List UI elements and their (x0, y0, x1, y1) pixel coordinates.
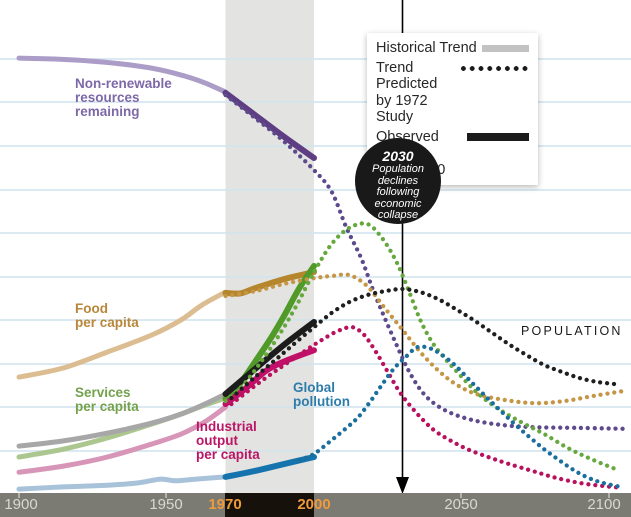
legend-label-predicted: Trend Predicted by 1972 Study (376, 59, 438, 126)
historical-trend-swatch (482, 45, 529, 52)
series-industrial-historical (16, 404, 228, 475)
series-resources-observed (222, 89, 317, 161)
axis-tick-2100 (608, 493, 610, 498)
series-pollution-historical (16, 474, 228, 492)
series-food-historical (16, 289, 228, 380)
series-food-observed (222, 269, 317, 297)
series-population-predicted (229, 286, 618, 401)
series-resources-historical (16, 55, 228, 95)
series-population-observed (222, 319, 317, 397)
axis-tick-2050 (460, 493, 462, 498)
series-industrial-predicted (229, 324, 623, 490)
arrowhead-down-icon (396, 477, 409, 494)
axis-tick-1900 (18, 493, 20, 498)
legend-item-historical: Historical Trend (376, 40, 529, 57)
annotation-text: Population declines following economic c… (372, 163, 424, 222)
legend-label-historical: Historical Trend (376, 40, 477, 56)
series-population-historical (16, 391, 228, 449)
annotation-year: 2030 (382, 148, 414, 164)
axis-label-2000: 2000 (297, 496, 331, 513)
x-axis-highlight-band (225, 493, 314, 517)
axis-label-1950: 1950 (149, 496, 183, 513)
x-axis-bar: 1900 1950 1970 2000 2050 2100 (0, 493, 631, 517)
label-global-pollution: Global pollution (293, 380, 350, 409)
label-services-per-capita: Services per capita (75, 385, 139, 414)
axis-label-1970: 1970 (208, 496, 242, 513)
legend-item-predicted: Trend Predicted by 1972 Study (376, 60, 529, 126)
predicted-trend-swatch (459, 65, 529, 71)
label-food-per-capita: Food per capita (75, 301, 139, 330)
label-industrial-output-per-capita: Industrial output per capita (196, 419, 260, 462)
series-pollution-predicted (297, 344, 623, 490)
axis-label-2100: 2100 (587, 496, 621, 513)
axis-tick-1950 (165, 493, 167, 498)
observed-trend-swatch (467, 132, 529, 141)
shaded-band-1970-2000 (225, 0, 314, 493)
series-resources-predicted (223, 92, 626, 431)
annotation-2030-circle: 2030 Population declines following econo… (355, 138, 441, 224)
series-industrial-observed (222, 347, 317, 407)
label-nonrenewable-resources: Non-renewable resources remaining (75, 76, 172, 119)
axis-label-2050: 2050 (444, 496, 478, 513)
label-population: POPULATION (521, 324, 623, 338)
axis-label-1900: 1900 (4, 496, 38, 513)
